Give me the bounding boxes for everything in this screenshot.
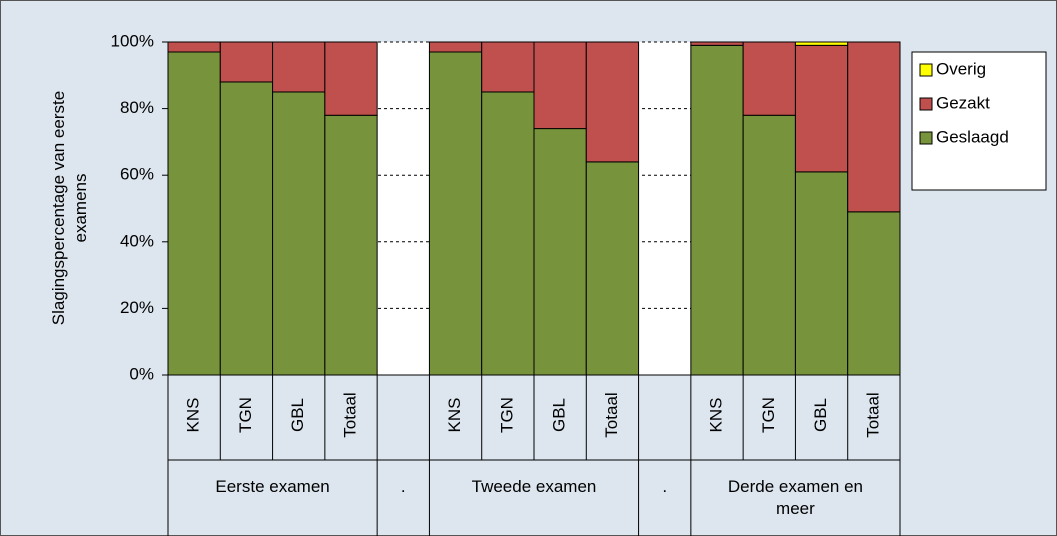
y-tick-label: 80%: [120, 98, 154, 117]
group-label: Eerste examen: [215, 477, 330, 496]
x-tick-label: Totaal: [340, 392, 359, 437]
x-tick-label: TGN: [759, 397, 778, 433]
group-label: Derde examen en meer: [727, 477, 863, 518]
bar-segment: [742, 41, 796, 116]
bar-segment: [794, 44, 849, 173]
legend-label: Geslaagd: [936, 127, 1009, 146]
legend-label: Overig: [936, 59, 986, 78]
legend-swatch: [919, 63, 933, 77]
bar-segment: [847, 211, 901, 376]
x-tick-label: KNS: [445, 398, 464, 433]
x-tick-label: TGN: [236, 397, 255, 433]
bar-segment: [272, 91, 326, 376]
x-tick-label: KNS: [706, 398, 725, 433]
y-tick-label: 0%: [129, 364, 154, 383]
bar-segment: [794, 41, 849, 46]
bar-segment: [585, 161, 640, 376]
legend-box: [911, 51, 1047, 191]
bar-segment: [219, 81, 274, 376]
group-label: Tweede examen: [471, 477, 597, 496]
bar-segment: [324, 114, 378, 376]
bar-segment: [533, 128, 587, 376]
legend-swatch: [919, 97, 933, 111]
x-tick-label: GBL: [550, 398, 569, 432]
y-tick-label: 60%: [120, 165, 154, 184]
x-tick-label: Totaal: [602, 392, 621, 437]
bar-segment: [585, 41, 640, 163]
bar-segment: [219, 41, 274, 83]
bar-segment: [428, 41, 483, 53]
y-tick-label: 20%: [120, 298, 154, 317]
bar-segment: [847, 41, 901, 213]
bar-segment: [690, 41, 744, 46]
bar-segment: [481, 41, 535, 93]
legend-swatch: [919, 131, 933, 145]
bar-segment: [794, 171, 849, 376]
x-tick-label: TGN: [497, 397, 516, 433]
bar-segment: [167, 51, 221, 376]
bar-segment: [272, 41, 326, 93]
bar-segment: [742, 114, 796, 376]
x-tick-label: GBL: [288, 398, 307, 432]
group-label: .: [662, 477, 668, 496]
bar-segment: [167, 41, 221, 53]
x-tick-label: Totaal: [863, 392, 882, 437]
x-tick-label: GBL: [811, 398, 830, 432]
x-tick-label: KNS: [184, 398, 203, 433]
bar-segment: [533, 41, 587, 130]
y-tick-label: 100%: [111, 31, 154, 50]
group-label: .: [400, 477, 406, 496]
bar-segment: [690, 44, 744, 376]
bar-segment: [481, 91, 535, 376]
y-tick-label: 40%: [120, 231, 154, 250]
y-axis-title: Slagingspercentage van eerste examens: [49, 90, 90, 326]
bar-segment: [428, 51, 483, 376]
bar-segment: [324, 41, 378, 116]
legend-label: Gezakt: [936, 93, 990, 112]
